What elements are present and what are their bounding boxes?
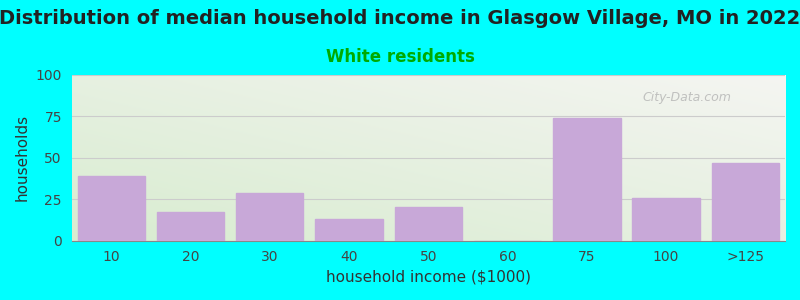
Y-axis label: households: households [15, 114, 30, 201]
Text: City-Data.com: City-Data.com [642, 91, 731, 104]
X-axis label: household income ($1000): household income ($1000) [326, 270, 531, 285]
Bar [394, 208, 462, 241]
Bar [157, 212, 224, 241]
Bar [236, 193, 303, 241]
Bar [315, 219, 382, 241]
Bar [712, 163, 779, 241]
Text: Distribution of median household income in Glasgow Village, MO in 2022: Distribution of median household income … [0, 9, 800, 28]
Bar [553, 118, 621, 241]
Text: White residents: White residents [326, 48, 474, 66]
Bar [78, 176, 145, 241]
Bar [633, 197, 700, 241]
